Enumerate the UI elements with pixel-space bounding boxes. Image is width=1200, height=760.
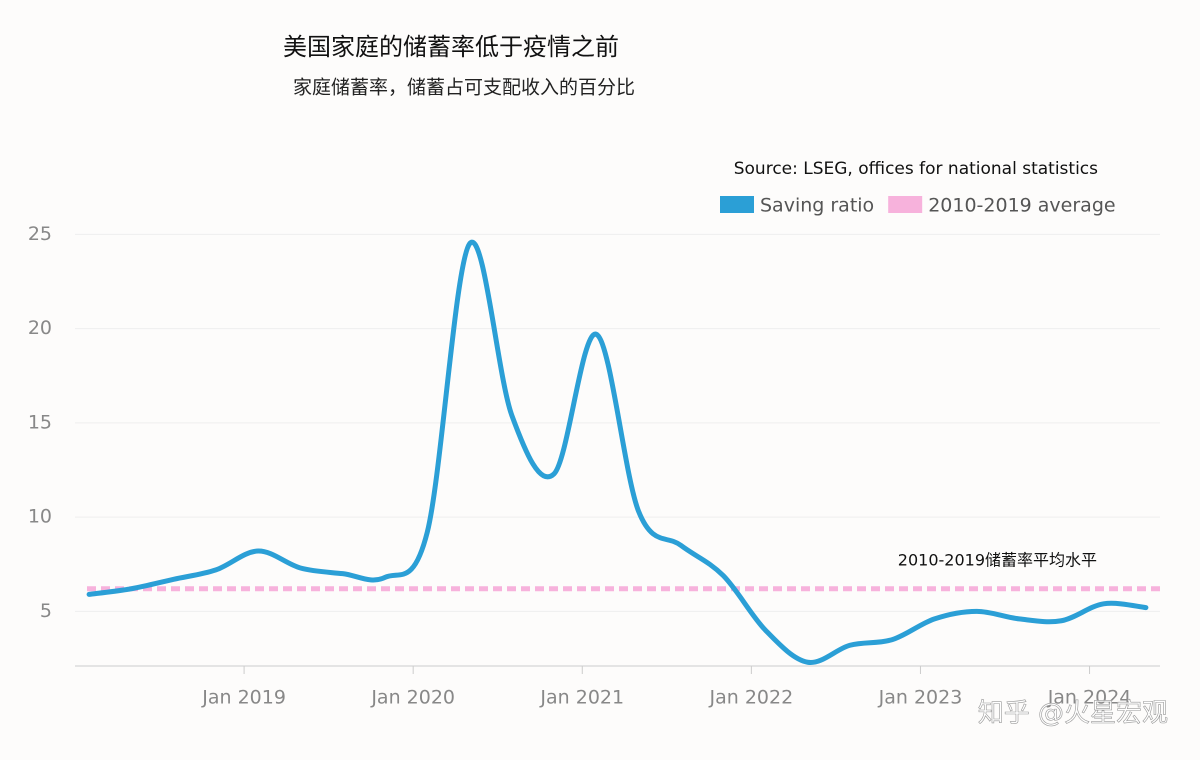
legend-swatch bbox=[888, 196, 923, 213]
x-tick-label: Jan 2019 bbox=[201, 687, 286, 709]
x-tick-label: Jan 2023 bbox=[878, 687, 963, 709]
x-tick-label: Jan 2021 bbox=[539, 687, 624, 709]
legend-label: Saving ratio bbox=[760, 195, 874, 217]
y-tick-label: 25 bbox=[28, 223, 52, 245]
y-tick-label: 20 bbox=[28, 317, 52, 339]
chart-title: 美国家庭的储蓄率低于疫情之前 bbox=[283, 33, 619, 61]
y-tick-label: 15 bbox=[28, 411, 52, 433]
legend-label: 2010-2019 average bbox=[928, 195, 1115, 217]
chart-subtitle: 家庭储蓄率，储蓄占可支配收入的百分比 bbox=[293, 77, 635, 99]
y-tick-label: 10 bbox=[28, 506, 52, 528]
legend-swatch bbox=[720, 196, 754, 213]
watermark: 知乎 @火星宏观 bbox=[978, 699, 1168, 729]
x-tick-label: Jan 2024 bbox=[1047, 687, 1132, 709]
source: Source: LSEG, offices for national stati… bbox=[734, 159, 1098, 179]
x-tick-label: Jan 2022 bbox=[709, 687, 794, 709]
plot-area: 5 10 15 20 25 Jan 2019 Jan 2020 Jan 2021 Jan 202… bbox=[28, 223, 1160, 709]
data-line bbox=[86, 239, 1149, 665]
x-tick-label: Jan 2020 bbox=[370, 687, 455, 709]
annotation: 2010-2019储蓄率平均水平 bbox=[898, 551, 1097, 570]
y-tick-label: 5 bbox=[40, 600, 52, 622]
